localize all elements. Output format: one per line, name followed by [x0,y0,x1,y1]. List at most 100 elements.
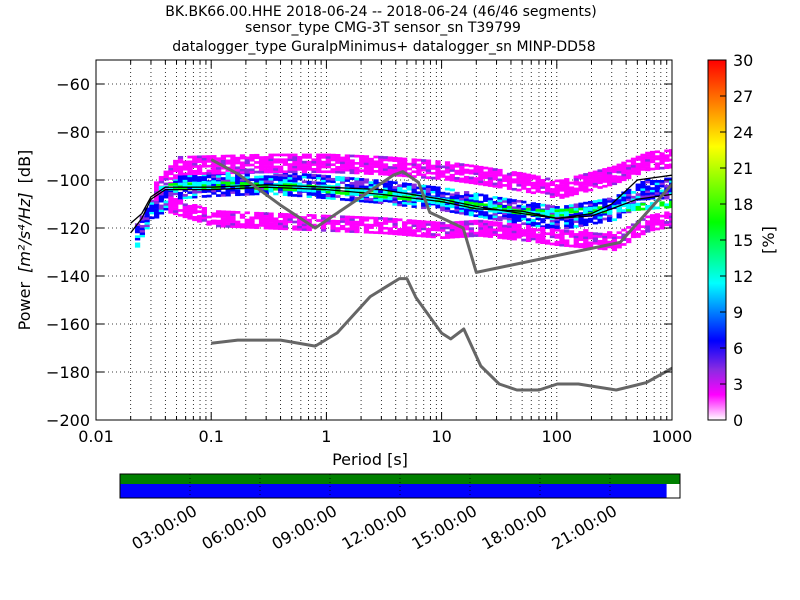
histogram-cell [463,220,470,224]
histogram-cell [454,235,460,239]
histogram-cell [220,157,227,160]
histogram-cell [535,177,541,181]
histogram-cell [635,193,641,196]
histogram-cell [230,154,236,158]
histogram-cell [392,230,398,233]
histogram-cell [621,204,627,208]
histogram-cell [325,221,331,225]
histogram-cell [506,215,513,218]
histogram-cell [378,170,384,173]
histogram-cell [235,178,241,182]
histogram-cell [497,180,503,184]
histogram-cell [568,223,575,227]
histogram-cell [592,239,598,243]
histogram-cell [249,156,255,160]
histogram-cell [516,199,522,203]
histogram-cell [359,223,365,227]
histogram-cell [511,237,517,241]
histogram-cell [435,177,441,180]
histogram-cell [468,196,475,200]
histogram-cell [578,181,584,185]
histogram-cell [230,210,236,214]
histogram-cell [163,177,169,181]
histogram-cell [154,186,160,189]
histogram-cell [363,160,370,163]
histogram-cell [611,182,618,186]
histogram-cell [430,185,436,189]
histogram-cell [382,163,389,167]
histogram-cell [435,165,441,168]
histogram-cell [502,216,508,220]
histogram-cell [654,187,660,190]
histogram-cell [645,195,651,198]
histogram-cell [339,181,346,184]
histogram-cell [406,231,413,234]
histogram-cell [254,190,260,193]
histogram-cell [144,207,150,211]
histogram-cell [592,170,598,174]
x-tick-label: 100 [542,427,573,446]
histogram-cell [487,230,494,234]
histogram-cell [382,199,389,203]
histogram-cell [497,183,503,187]
histogram-cell [583,209,589,213]
histogram-cell [435,186,441,190]
histogram-cell [230,215,236,219]
histogram-cell [525,224,532,228]
histogram-cell [287,193,293,197]
histogram-cell [640,168,646,171]
histogram-cell [206,171,212,175]
histogram-cell [292,220,298,224]
histogram-cell [378,158,384,161]
histogram-cell [268,156,274,159]
histogram-cell [158,197,165,201]
histogram-cell [339,178,346,182]
histogram-cell [306,165,312,169]
histogram-cell [502,214,508,218]
histogram-cell [244,185,250,189]
histogram-cell [492,177,498,181]
histogram-cell [177,185,184,188]
histogram-cell [301,153,308,157]
histogram-cell [182,182,188,186]
histogram-cell [473,195,479,198]
histogram-cell [177,160,184,164]
histogram-cell [182,210,188,214]
histogram-cell [158,192,165,196]
histogram-cell [669,189,672,193]
histogram-cell [335,227,341,230]
histogram-cell [297,160,303,164]
histogram-cell [649,167,656,171]
histogram-cell [292,227,298,231]
histogram-cell [239,182,246,185]
histogram-cell [373,200,379,204]
histogram-cell [545,226,551,229]
histogram-cell [645,222,651,226]
histogram-cell [554,215,560,219]
histogram-cell [435,167,441,171]
histogram-cell [502,184,508,187]
histogram-cell [268,177,274,181]
histogram-cell [239,163,246,167]
histogram-cell [492,196,498,199]
histogram-cell [282,160,289,164]
histogram-cell [216,183,222,187]
histogram-cell [607,178,613,182]
histogram-cell [425,161,432,165]
histogram-cell [478,177,484,181]
histogram-cell [597,220,603,224]
histogram-cell [630,233,637,236]
histogram-cell [378,224,384,227]
histogram-cell [154,188,160,192]
histogram-cell [492,206,498,210]
histogram-cell [554,191,560,195]
histogram-cell [158,180,165,184]
histogram-cell [258,224,265,227]
histogram-cell [578,224,584,227]
histogram-cell [230,156,236,160]
histogram-cell [649,214,656,217]
histogram-cell [454,172,460,175]
histogram-cell [301,223,308,227]
histogram-cell [277,158,284,162]
